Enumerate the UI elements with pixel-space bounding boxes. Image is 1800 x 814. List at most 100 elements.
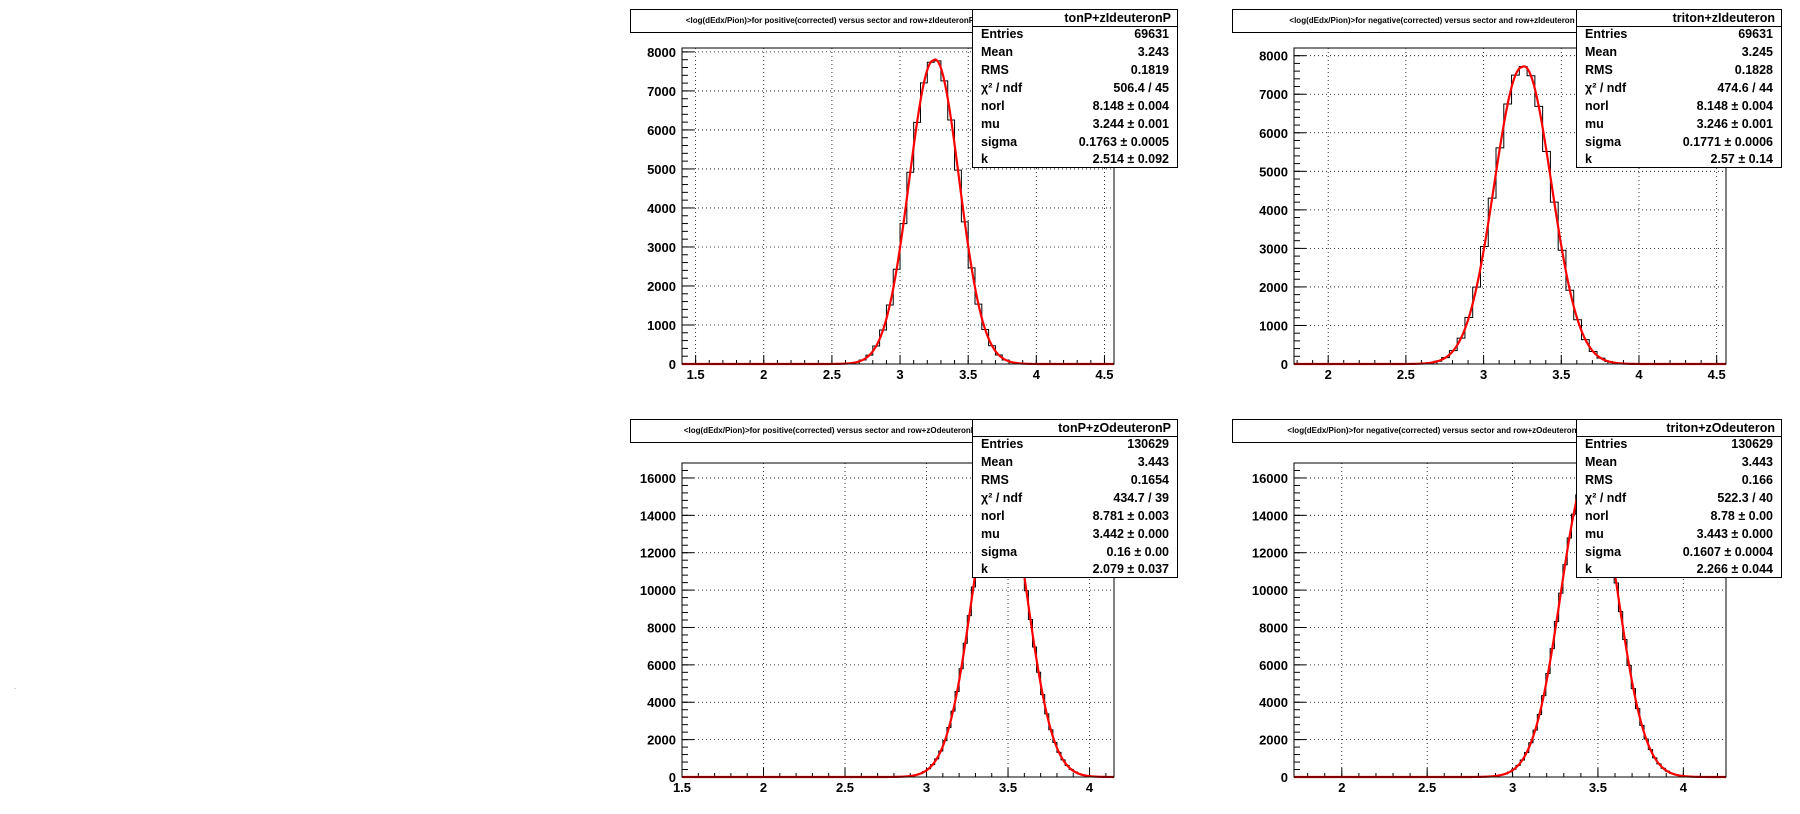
- pad-2-xtick-label: 2: [1325, 367, 1332, 382]
- pad-3-xtick-label: 3: [923, 780, 930, 795]
- pad-1-ytick-label: 6000: [647, 123, 676, 138]
- stats-value: 3.244 ± 0.001: [1092, 117, 1169, 131]
- pad-2-xtick-label: 3: [1480, 367, 1487, 382]
- stats-value: 0.1771 ± 0.0006: [1682, 135, 1773, 149]
- stats-value: 0.1763 ± 0.0005: [1078, 135, 1169, 149]
- stats-value: 3.442 ± 0.000: [1092, 527, 1169, 541]
- stats-label: sigma: [1585, 135, 1622, 149]
- stats-label: k: [981, 562, 988, 576]
- pad-3-ytick-label: 16000: [640, 471, 676, 486]
- stats-box-4: triton+zOdeuteron Entries 130629 Mean 3.44…: [1576, 419, 1782, 578]
- pad-3-ytick-label: 8000: [647, 620, 676, 635]
- pad-3-ytick-label: 0: [669, 770, 676, 785]
- stats-label: mu: [1585, 527, 1604, 541]
- pad-1-xtick-label: 3: [896, 367, 903, 382]
- stats-box-4-name: triton+zOdeuteron: [1577, 420, 1781, 437]
- stats-label: sigma: [1585, 545, 1622, 559]
- stats-value: 130629: [1731, 437, 1773, 451]
- pad-4-ytick-label: 4000: [1259, 695, 1288, 710]
- stats-label: norl: [981, 99, 1005, 113]
- pad-1-ytick-label: 0: [669, 357, 676, 372]
- pad-1-ytick-label: 1000: [647, 318, 676, 333]
- stats-value: 130629: [1127, 437, 1169, 451]
- pad-1-xtick-label: 2: [760, 367, 767, 382]
- stats-label: RMS: [1585, 63, 1613, 77]
- stats-label: sigma: [981, 135, 1018, 149]
- pad-1-xtick-label: 3.5: [959, 367, 977, 382]
- stats-value: 0.16 ± 0.00: [1106, 545, 1169, 559]
- title-box-3: <log(dEdx/Pion)>for positive(corrected) …: [630, 419, 1030, 443]
- stats-value: 8.781 ± 0.003: [1092, 509, 1169, 523]
- pad-3-ytick-label: 10000: [640, 583, 676, 598]
- title-box-2: <log(dEdx/Pion)>for negative(corrected) …: [1232, 9, 1632, 33]
- stats-box-3: tonP+zOdeuteronP Entries 130629 Mean 3.443…: [972, 419, 1178, 578]
- pad-1-ytick-label: 7000: [647, 84, 676, 99]
- pad-1-ytick-label: 4000: [647, 201, 676, 216]
- stats-label: RMS: [981, 63, 1009, 77]
- pad-1-frame: [681, 47, 1115, 365]
- stats-label: mu: [1585, 117, 1604, 131]
- pad-2-ytick-label: 4000: [1259, 203, 1288, 218]
- pad-1-ytick-label: 2000: [647, 279, 676, 294]
- pad-2-ytick-label: 3000: [1259, 241, 1288, 256]
- stats-value: 2.57 ± 0.14: [1710, 152, 1773, 166]
- pad-3-ytick-label: 14000: [640, 508, 676, 523]
- stats-value: 2.266 ± 0.044: [1696, 562, 1773, 576]
- stats-value: 3.246 ± 0.001: [1696, 117, 1773, 131]
- stats-label: χ² / ndf: [981, 81, 1023, 95]
- pad-4-ytick-label: 6000: [1259, 658, 1288, 673]
- stats-value: 8.148 ± 0.004: [1092, 99, 1169, 113]
- pad-2-ytick-label: 2000: [1259, 280, 1288, 295]
- stats-label: χ² / ndf: [1585, 81, 1627, 95]
- pad-4-frame: [1293, 462, 1727, 778]
- stats-value: 8.78 ± 0.00: [1710, 509, 1773, 523]
- pad-2-ytick-label: 6000: [1259, 126, 1288, 141]
- stats-label: Entries: [981, 27, 1024, 41]
- stats-label: k: [1585, 152, 1592, 166]
- stats-value: 3.245: [1741, 45, 1773, 59]
- stray-mark: ·: [14, 686, 16, 692]
- title-box-1: <log(dEdx/Pion)>for positive(corrected) …: [630, 9, 1030, 33]
- stats-value: 2.514 ± 0.092: [1092, 152, 1169, 166]
- stats-label: Mean: [1585, 45, 1617, 59]
- pad-3-xtick-label: 4: [1086, 780, 1094, 795]
- stats-value: 0.1607 ± 0.0004: [1682, 545, 1773, 559]
- pad-4-ytick-label: 14000: [1252, 508, 1288, 523]
- stats-label: RMS: [981, 473, 1009, 487]
- pad-2-ytick-label: 8000: [1259, 49, 1288, 64]
- pad-1-ytick-label: 8000: [647, 45, 676, 60]
- pad-4-xtick-label: 3: [1509, 780, 1516, 795]
- pad-4-ytick-label: 0: [1281, 770, 1288, 785]
- stats-value: 3.243: [1137, 45, 1169, 59]
- stats-box-2: triton+zIdeuteron Entries 69631 Mean 3.245…: [1576, 9, 1782, 168]
- title-box-4: <log(dEdx/Pion)>for negative(corrected) …: [1232, 419, 1632, 443]
- stats-value: 0.1654: [1130, 473, 1169, 487]
- stats-label: Entries: [981, 437, 1024, 451]
- stats-label: Mean: [981, 45, 1013, 59]
- stats-label: norl: [1585, 509, 1609, 523]
- pad-4-ytick-label: 8000: [1259, 620, 1288, 635]
- pad-4-xtick-label: 2: [1338, 780, 1345, 795]
- pad-3-ytick-label: 4000: [647, 695, 676, 710]
- pad-2-ytick-label: 1000: [1259, 318, 1288, 333]
- stats-value: 3.443: [1741, 455, 1773, 469]
- stats-value: 434.7 / 39: [1113, 491, 1169, 505]
- pad-4-ytick-label: 2000: [1259, 733, 1288, 748]
- pad-3-frame: [681, 462, 1115, 778]
- stats-label: mu: [981, 117, 1000, 131]
- stats-value: 0.1819: [1130, 63, 1169, 77]
- pad-3-xtick-label: 2: [760, 780, 767, 795]
- pad-3-xtick-label: 3.5: [999, 780, 1017, 795]
- stats-label: sigma: [981, 545, 1018, 559]
- pad-2-xtick-label: 2.5: [1397, 367, 1415, 382]
- pad-4-ytick-label: 12000: [1252, 546, 1288, 561]
- stats-label: mu: [981, 527, 1000, 541]
- pad-4-xtick-label: 2.5: [1418, 780, 1436, 795]
- stats-value: 474.6 / 44: [1717, 81, 1773, 95]
- stats-label: norl: [981, 509, 1005, 523]
- stats-value: 522.3 / 40: [1717, 491, 1773, 505]
- stats-value: 2.079 ± 0.037: [1092, 562, 1169, 576]
- pad-4-xtick-label: 4: [1680, 780, 1688, 795]
- stats-label: Entries: [1585, 27, 1628, 41]
